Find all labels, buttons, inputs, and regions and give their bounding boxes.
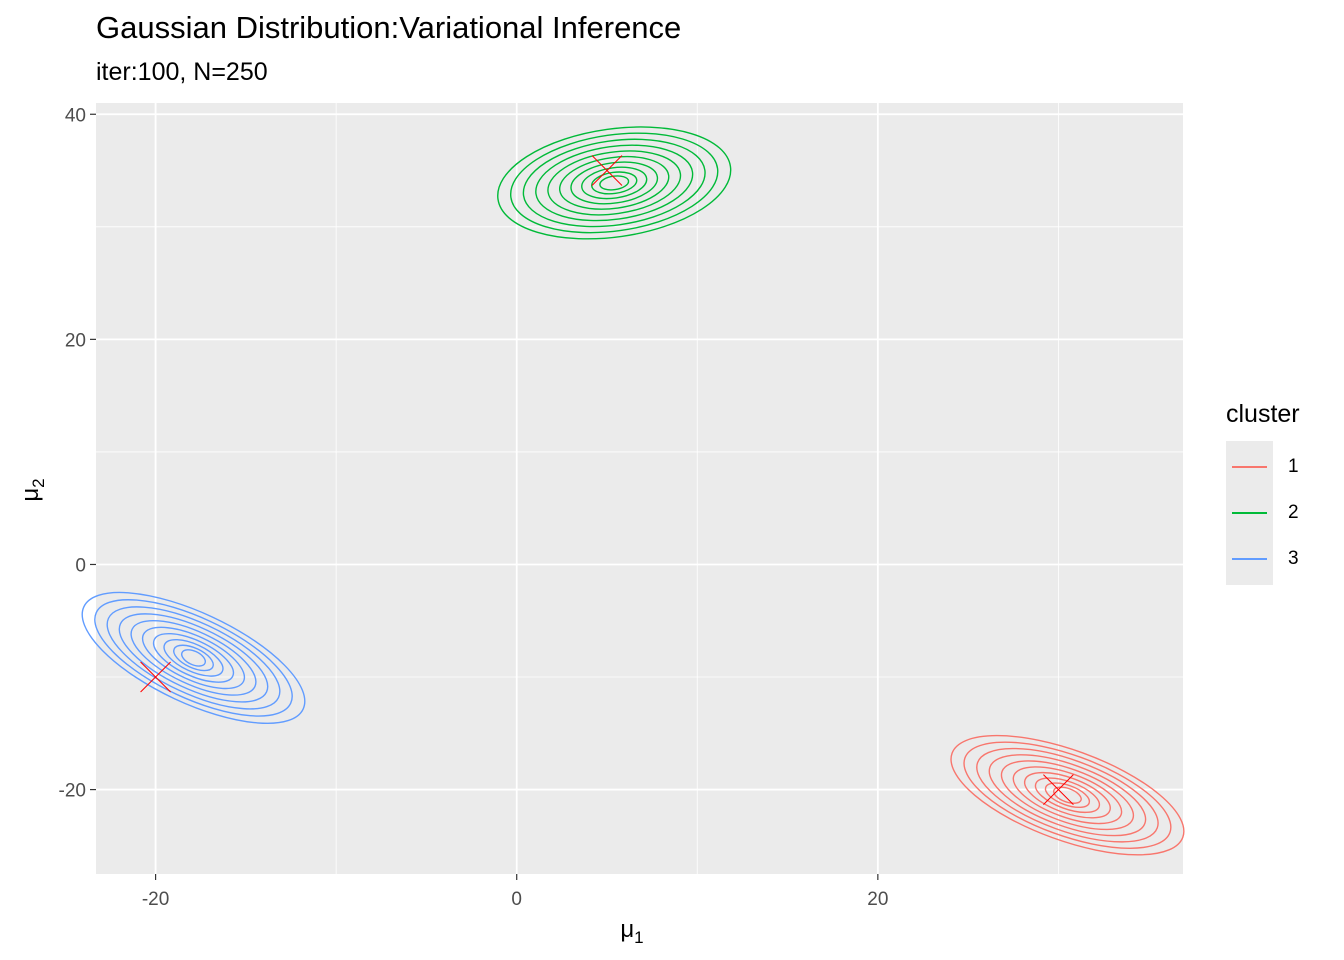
legend-item-1: 1: [1226, 444, 1299, 490]
y-tick-label: -20: [59, 781, 86, 802]
contour-level: [1023, 771, 1111, 819]
contour-level: [963, 741, 1172, 849]
true-mean-stroke: [140, 661, 171, 693]
contour-level: [163, 638, 224, 677]
y-axis-title-sub: 2: [29, 478, 48, 487]
chart-title: Gaussian Distribution:Variational Infere…: [96, 10, 682, 45]
true-mean-stroke: [1043, 774, 1074, 805]
x-axis: -20 0 20: [142, 874, 888, 910]
contour-level: [1044, 782, 1091, 809]
contour-level: [581, 166, 648, 200]
legend-label-1: 1: [1288, 456, 1299, 477]
true-means-layer: [140, 155, 1074, 805]
legend-label-2: 2: [1288, 502, 1299, 523]
contour-level: [1052, 786, 1082, 804]
contour-level: [94, 599, 293, 717]
contour-level: [509, 132, 719, 234]
y-tick-label: 0: [75, 555, 86, 576]
contour-level: [558, 155, 670, 210]
true-mean-stroke: [591, 155, 623, 186]
contour-level: [180, 649, 207, 667]
contour-level: [547, 150, 682, 216]
y-tick-label: 40: [65, 105, 86, 126]
contour-level: [1000, 760, 1135, 831]
contour-level: [988, 754, 1147, 837]
contour-level: [173, 644, 214, 672]
legend-item-2: 2: [1226, 490, 1299, 536]
contour-level: [976, 747, 1159, 843]
x-tick-label: 0: [511, 889, 522, 910]
legend-key-1: [1232, 466, 1267, 468]
legend-key-3: [1232, 558, 1267, 560]
contour-series-1: [950, 734, 1185, 856]
x-tick-label: -20: [142, 889, 169, 910]
legend-item-3: 3: [1226, 536, 1299, 582]
y-axis: -20 0 20 40: [59, 105, 96, 802]
contour-level: [118, 613, 269, 703]
contour-level: [152, 632, 235, 683]
true-mean-marker: [1043, 774, 1074, 805]
x-tick-label: 20: [867, 889, 888, 910]
chart-subtitle: iter:100, N=250: [96, 58, 268, 86]
legend-title: cluster: [1226, 400, 1300, 428]
contour-level: [106, 606, 281, 710]
y-tick-label: 20: [65, 330, 86, 351]
contour-level: [141, 626, 246, 690]
contour-level: [497, 126, 732, 240]
true-mean-marker: [591, 155, 623, 186]
contour-level: [950, 734, 1185, 856]
plot-panel: [96, 103, 1183, 874]
y-axis-title: μ2: [17, 478, 48, 501]
true-mean-marker: [140, 661, 171, 693]
contour-level: [570, 161, 659, 205]
contour-level: [522, 138, 706, 228]
legend-keys: 1 2 3: [1226, 441, 1299, 585]
contour-series-3: [81, 591, 306, 725]
x-axis-title-sub: 1: [634, 928, 643, 947]
grid-major: [96, 103, 1183, 874]
contour-level: [535, 144, 694, 222]
contour-layer: [81, 126, 1185, 856]
contour-level: [1034, 777, 1101, 814]
legend-label-3: 3: [1288, 548, 1299, 569]
legend: cluster 1 2 3: [1226, 400, 1300, 585]
x-axis-title: μ1: [620, 916, 643, 947]
x-axis-title-main: μ: [620, 916, 634, 943]
legend-key-2: [1232, 512, 1267, 514]
contour-level: [130, 619, 257, 696]
y-axis-title-main: μ: [17, 488, 44, 502]
contour-level: [81, 591, 306, 725]
contour-level: [591, 171, 638, 195]
contour-series-2: [497, 126, 732, 240]
contour-level: [1012, 766, 1123, 825]
